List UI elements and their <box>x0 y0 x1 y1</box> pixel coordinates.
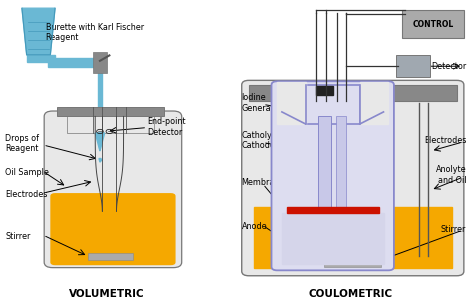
Text: Burette with Karl Fischer
Reagent: Burette with Karl Fischer Reagent <box>46 23 144 42</box>
Text: Stirrer: Stirrer <box>5 232 31 241</box>
FancyBboxPatch shape <box>242 80 464 276</box>
FancyBboxPatch shape <box>402 10 464 38</box>
Polygon shape <box>98 73 102 133</box>
Text: Electrodes: Electrodes <box>5 190 48 199</box>
Text: Drops of
Reagent: Drops of Reagent <box>5 134 39 153</box>
Text: Stirrer: Stirrer <box>441 225 466 234</box>
Polygon shape <box>67 108 155 133</box>
Polygon shape <box>93 52 107 73</box>
Polygon shape <box>324 260 381 267</box>
Polygon shape <box>22 8 55 55</box>
Text: Catholyte
Cathode: Catholyte Cathode <box>242 131 281 150</box>
Polygon shape <box>282 213 383 264</box>
Text: COULOMETRIC: COULOMETRIC <box>309 289 392 299</box>
Polygon shape <box>287 207 379 213</box>
Polygon shape <box>48 58 100 67</box>
Text: Membrane: Membrane <box>242 178 285 187</box>
Text: CONTROL: CONTROL <box>412 20 454 29</box>
Text: Anode: Anode <box>242 222 267 231</box>
Polygon shape <box>360 82 388 124</box>
Text: Detector: Detector <box>431 62 466 71</box>
Polygon shape <box>95 133 105 151</box>
Polygon shape <box>57 108 164 117</box>
FancyBboxPatch shape <box>50 193 175 265</box>
Polygon shape <box>254 207 452 268</box>
Text: Iodine
Generator: Iodine Generator <box>242 93 283 113</box>
FancyBboxPatch shape <box>44 111 182 268</box>
Polygon shape <box>88 252 133 260</box>
Polygon shape <box>249 85 457 101</box>
Polygon shape <box>27 55 55 62</box>
Polygon shape <box>306 85 360 124</box>
Text: Oil Sample: Oil Sample <box>5 168 49 177</box>
Polygon shape <box>98 133 102 151</box>
Text: Anolyte
and Oil: Anolyte and Oil <box>436 165 466 185</box>
Polygon shape <box>99 159 102 162</box>
Text: VOLUMETRIC: VOLUMETRIC <box>69 289 145 299</box>
Polygon shape <box>336 117 346 207</box>
FancyBboxPatch shape <box>272 81 394 270</box>
Polygon shape <box>318 117 330 207</box>
Polygon shape <box>277 82 306 124</box>
Text: End-point
Detector: End-point Detector <box>147 117 186 137</box>
Text: Electrodes: Electrodes <box>424 136 466 145</box>
Polygon shape <box>316 86 333 95</box>
FancyBboxPatch shape <box>396 55 430 77</box>
